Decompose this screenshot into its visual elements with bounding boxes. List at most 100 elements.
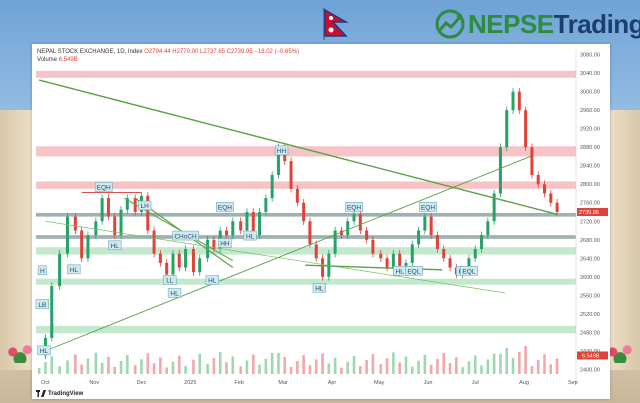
volume-bar <box>159 357 162 374</box>
structure-label: HL <box>111 243 120 250</box>
y-tick-label: 2560.00 <box>580 293 600 299</box>
volume-bar <box>44 362 47 374</box>
candle <box>308 221 312 245</box>
y-tick-label: 2480.00 <box>580 330 600 336</box>
candle <box>346 221 350 236</box>
x-tick-label: Oct <box>41 380 50 386</box>
volume-bar <box>50 356 54 374</box>
volume-bar <box>58 366 61 374</box>
structure-label-box <box>243 230 257 241</box>
structure-label-box <box>67 264 81 275</box>
x-tick-label: Jun <box>424 380 433 386</box>
chart-panel[interactable]: EQH LH HL HL H LB HL LL HL HL CHoCH HH HL EQH HH HL EQH E… <box>32 44 610 399</box>
volume-bar <box>511 357 515 374</box>
candle <box>146 195 150 231</box>
volume-bar <box>543 354 546 374</box>
volume-bar <box>152 363 156 374</box>
volume-bar <box>333 357 337 374</box>
candle <box>339 230 343 236</box>
trendline-3 <box>45 220 506 294</box>
structure-label: EQH <box>347 205 361 212</box>
structure-label: EQH <box>218 205 232 212</box>
ohlc-readout: O2794.44 H2770.00 L2737.85 C2739.95 −18.… <box>144 49 300 55</box>
x-tick-label: Nov <box>89 380 99 386</box>
volume-bar <box>206 364 209 374</box>
structure-label-box <box>205 275 219 285</box>
price-chart[interactable]: EQH LH HL HL H LB HL LL HL HL CHoCH HH HL EQH HH HL EQH E… <box>32 44 610 399</box>
structure-label-box <box>108 240 122 251</box>
nepal-flag-icon <box>323 8 349 40</box>
structure-label-box <box>460 265 478 276</box>
candle <box>391 253 395 268</box>
volume-bar <box>385 358 389 374</box>
volume-bar <box>530 366 534 374</box>
x-tick-label: Apr <box>328 380 337 386</box>
x-tick-label: May <box>374 380 385 386</box>
candle <box>358 214 362 231</box>
candle <box>371 239 375 254</box>
structure-label-box <box>37 265 47 276</box>
last-price-tag <box>577 208 608 217</box>
candle <box>73 216 77 231</box>
candle <box>385 258 389 268</box>
candle <box>442 249 446 259</box>
volume-bar <box>423 354 427 374</box>
candle <box>100 198 104 222</box>
chart-header: NEPAL STOCK EXCHANGE, 1D, Index O2794.44… <box>37 49 299 55</box>
x-tick-label: Sep <box>568 380 578 386</box>
candle <box>270 174 274 199</box>
volume-bar <box>245 360 249 374</box>
volume-bar <box>536 360 540 374</box>
structure-label-box <box>345 202 363 212</box>
volume-bar <box>524 346 527 374</box>
candle <box>530 147 534 175</box>
volume-bar <box>346 361 350 374</box>
volume-bar <box>184 365 187 374</box>
structure-label: HL <box>40 348 49 355</box>
candle <box>498 147 502 194</box>
volume-bar <box>277 352 280 374</box>
structure-label: LB <box>38 302 46 309</box>
candle <box>119 209 123 236</box>
volume-bar <box>251 354 255 374</box>
y-tick-label: 2760.00 <box>580 201 600 207</box>
zone-3 <box>36 212 576 217</box>
volume-bar <box>480 365 483 374</box>
x-tick-label: Dec <box>137 380 147 386</box>
volume-bar <box>192 359 195 374</box>
candle <box>251 212 255 236</box>
volume-bar <box>352 355 356 374</box>
volume-bar <box>371 354 375 374</box>
volume-bar <box>486 359 490 374</box>
candle <box>524 110 528 148</box>
volume-label: Volume <box>37 57 58 63</box>
tradingview-logo: TradingView <box>36 390 83 397</box>
candle <box>549 193 553 203</box>
y-tick-label: 2960.00 <box>580 108 600 114</box>
volume-bar <box>171 361 175 374</box>
tradingview-icon <box>36 390 46 397</box>
brand-nepse: NEPSE <box>468 8 554 39</box>
candle <box>314 244 318 259</box>
volume-bar <box>392 352 395 374</box>
candle <box>511 91 515 111</box>
candle <box>171 253 175 275</box>
candle <box>295 188 299 203</box>
candle <box>517 91 521 111</box>
trendline-2 <box>45 156 531 352</box>
y-tick-label: 2680.00 <box>580 238 600 244</box>
y-tick-label: 2720.00 <box>580 219 600 225</box>
x-tick-label: 2025 <box>184 380 196 386</box>
candle <box>125 198 129 210</box>
volume-bar <box>37 368 41 374</box>
brand-trading: Trading <box>553 8 640 39</box>
structure-label: HL <box>396 268 405 275</box>
structure-label: HL <box>246 233 255 240</box>
candle <box>184 249 188 268</box>
y-tick-label: 2520.00 <box>580 312 600 318</box>
volume-bar <box>340 367 343 374</box>
volume-bar <box>239 366 242 374</box>
y-tick-label: 2880.00 <box>580 145 600 151</box>
candle <box>245 212 249 231</box>
tradingview-text: TradingView <box>48 390 84 397</box>
